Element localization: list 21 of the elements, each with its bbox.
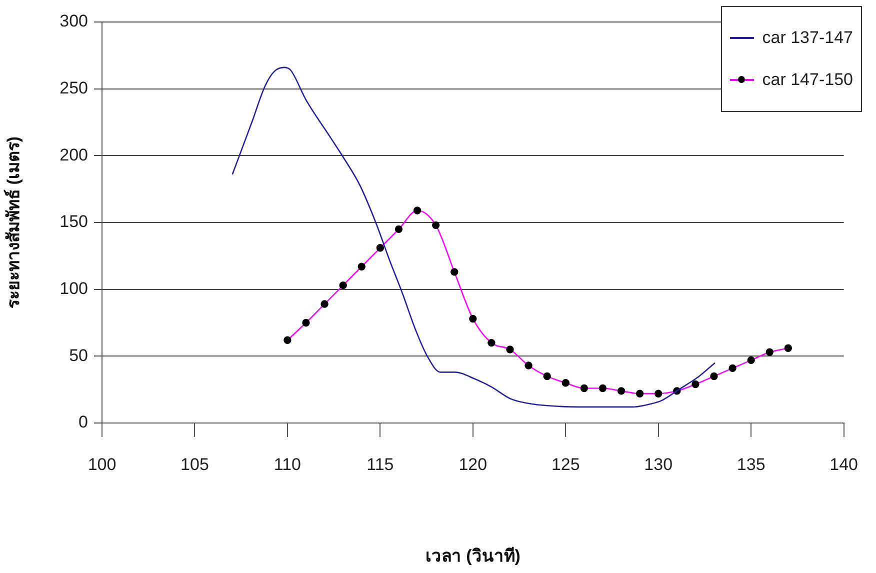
x-tick-label: 135	[736, 454, 766, 474]
y-axis-title: ระยะทางสัมพัทธ์ (เมตร)	[2, 136, 23, 309]
y-tick-label: 150	[60, 212, 88, 232]
y-tick-label: 100	[60, 279, 88, 298]
y-tick-label: 200	[60, 145, 88, 164]
x-tick-label: 130	[644, 454, 673, 474]
x-axis-title: เวลา (วินาที)	[425, 545, 520, 566]
y-tick-label: 0	[78, 412, 88, 432]
legend-label: car 137-147	[762, 28, 853, 48]
x-tick-label: 125	[551, 454, 580, 474]
x-tick-label: 110	[274, 454, 302, 474]
x-tick-label: 120	[458, 454, 488, 474]
y-tick-label: 250	[60, 78, 88, 98]
x-tick-label: 115	[366, 454, 394, 474]
x-tick-label: 140	[830, 454, 858, 474]
y-tick-label: 50	[69, 346, 88, 365]
x-tick-label: 105	[180, 454, 209, 474]
x-tick-label: 100	[88, 454, 116, 474]
legend-label: car 147-150	[762, 70, 853, 90]
line-series	[232, 66, 716, 408]
y-tick-label: 300	[60, 12, 88, 31]
